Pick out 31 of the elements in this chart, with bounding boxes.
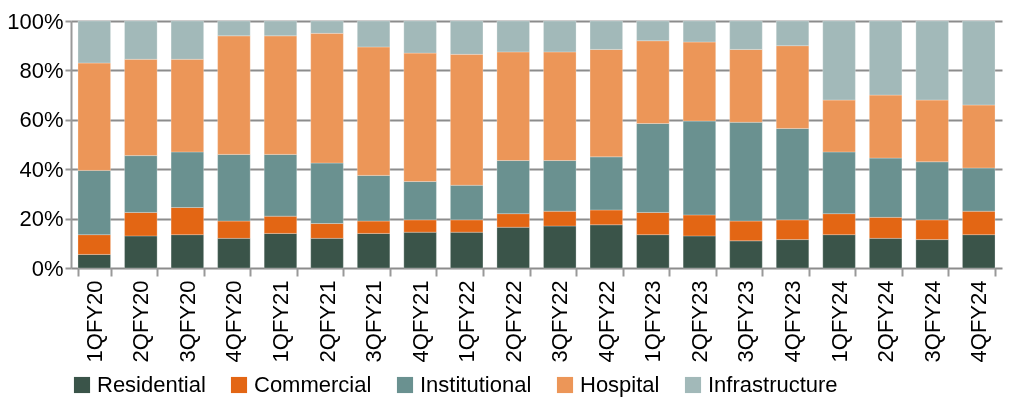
x-tick-label: 1QFY21 <box>267 280 293 363</box>
y-tick-label: 0% <box>31 255 64 281</box>
legend-label: Residential <box>97 372 206 397</box>
x-tick-label: 2QFY24 <box>873 280 899 363</box>
y-tick-label: 80% <box>19 57 64 83</box>
x-tick-label: 1QFY20 <box>81 280 107 363</box>
x-tick-label: 2QFY20 <box>128 280 154 363</box>
x-tick-label: 4QFY20 <box>221 280 247 363</box>
x-tick-label: 4QFY23 <box>780 280 806 363</box>
legend-label: Institutional <box>420 372 532 397</box>
x-tick-label: 4QFY21 <box>407 280 433 363</box>
y-tick-label: 20% <box>19 206 64 232</box>
x-tick-label: 1QFY24 <box>826 280 852 363</box>
x-tick-label: 3QFY21 <box>361 280 387 363</box>
y-tick-label: 100% <box>7 8 64 34</box>
x-tick-label: 1QFY22 <box>454 280 480 363</box>
x-tick-label: 1QFY23 <box>640 280 666 363</box>
x-tick-label: 3QFY24 <box>919 280 945 363</box>
x-tick-label: 2QFY23 <box>686 280 712 363</box>
y-tick-label: 60% <box>19 107 64 133</box>
x-tick-label: 3QFY22 <box>547 280 573 363</box>
x-tick-label: 3QFY23 <box>733 280 759 363</box>
legend-label: Hospital <box>580 372 660 397</box>
x-tick-label: 2QFY21 <box>314 280 340 363</box>
legend-label: Commercial <box>254 372 372 397</box>
x-tick-label: 3QFY20 <box>174 280 200 363</box>
x-tick-label: 2QFY22 <box>500 280 526 363</box>
y-tick-label: 40% <box>19 156 64 182</box>
legend-label: Infrastructure <box>708 372 838 397</box>
x-tick-label: 4QFY24 <box>966 280 992 363</box>
x-tick-label: 4QFY22 <box>593 280 619 363</box>
